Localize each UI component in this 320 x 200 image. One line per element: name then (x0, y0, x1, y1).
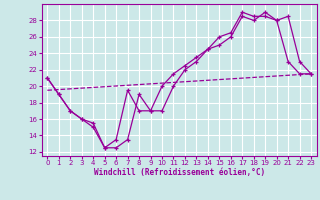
X-axis label: Windchill (Refroidissement éolien,°C): Windchill (Refroidissement éolien,°C) (94, 168, 265, 177)
